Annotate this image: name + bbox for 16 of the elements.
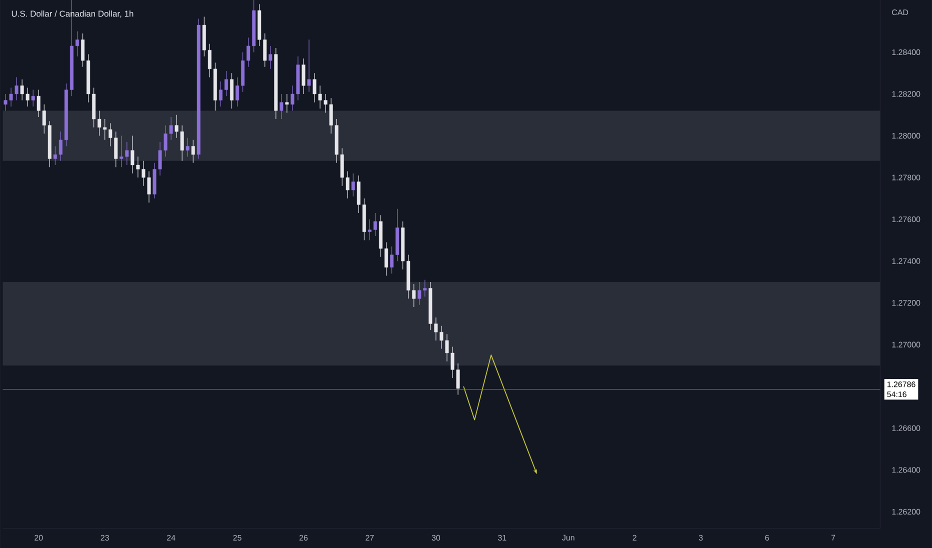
candlestick <box>373 212 377 236</box>
candlestick <box>268 45 272 70</box>
candlestick <box>230 72 234 109</box>
candlestick <box>224 70 228 96</box>
candlestick <box>302 58 306 94</box>
candlestick <box>280 94 284 120</box>
candlestick <box>76 30 80 57</box>
candlestick <box>307 39 311 92</box>
candlestick <box>218 80 222 107</box>
candlestick <box>191 139 195 164</box>
candlestick <box>186 137 190 157</box>
candlestick <box>351 172 355 196</box>
candlestick <box>31 89 35 107</box>
candlestick <box>285 94 289 113</box>
candlestick <box>368 218 372 240</box>
candlestick <box>384 242 388 276</box>
